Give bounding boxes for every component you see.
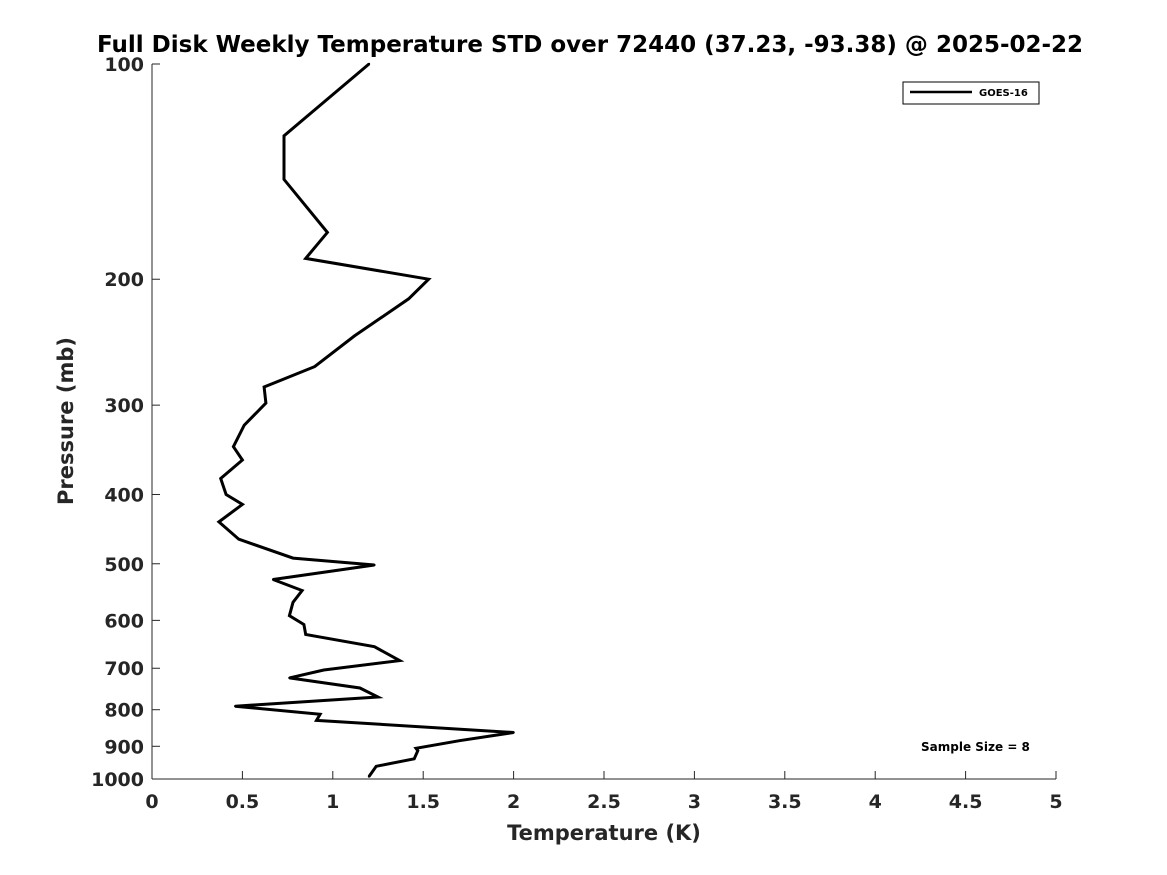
x-tick-label: 4 [869,791,882,813]
data-point [288,614,291,617]
x-tick-label: 3 [688,791,701,813]
data-point [217,520,221,524]
y-tick-label: 700 [104,658,144,680]
data-point [304,257,307,260]
sample-size-annotation: Sample Size = 8 [921,740,1030,754]
x-tick-label: 2 [507,791,520,813]
data-point [413,757,416,760]
data-point [234,705,237,708]
y-ticks: 100 200 300 400 500 600 700 800 900 1000 [91,54,160,791]
data-point [288,676,291,680]
series-layer [216,62,515,778]
x-tick-label: 3.5 [768,791,802,813]
data-point [315,719,318,722]
y-axis-label: Pressure (mb) [54,337,78,505]
data-point [398,659,401,662]
data-point [414,747,418,750]
y-tick-label: 200 [104,269,144,291]
x-tick-label: 1 [326,791,339,813]
y-tick-label: 1000 [91,769,144,791]
data-point [264,401,268,405]
data-point [304,633,307,636]
y-tick-label: 900 [104,736,144,758]
chart-title: Full Disk Weekly Temperature STD over 72… [97,32,1083,58]
x-tick-label: 2.5 [587,791,621,813]
data-point [407,297,410,300]
x-tick-label: 0 [145,791,158,813]
data-point [291,601,295,604]
data-point [375,765,378,768]
data-point [326,231,329,234]
data-point [262,385,266,389]
x-ticks: 0 0.5 1 1.5 2 2.5 3 3.5 4 4.5 5 [145,771,1063,813]
data-point [416,749,419,752]
data-point [427,278,430,281]
data-point [282,178,286,181]
data-point [241,458,244,462]
data-point [291,556,295,560]
data-point [373,645,376,648]
data-point [232,445,235,448]
x-tick-label: 5 [1049,791,1062,813]
legend: GOES-16 [902,81,1040,105]
data-point [376,695,380,699]
data-point [512,731,515,734]
data-point [219,477,222,480]
data-point [243,424,246,427]
y-tick-label: 800 [104,700,144,722]
y-tick-label: 100 [104,54,144,76]
data-point [373,563,376,567]
y-tick-label: 300 [104,395,144,417]
data-point [367,775,371,778]
data-point [241,503,244,506]
data-point [300,589,304,592]
data-point [271,578,275,581]
data-point [358,686,362,690]
data-point [353,334,356,338]
data-point [224,493,228,496]
x-axis-label: Temperature (K) [507,821,701,845]
data-point [367,62,371,66]
data-point [458,739,461,742]
x-tick-label: 0.5 [226,791,260,813]
x-tick-label: 1.5 [406,791,440,813]
x-tick-label: 4.5 [949,791,983,813]
y-tick-label: 500 [104,554,144,576]
data-point [322,668,325,672]
data-point [237,538,240,541]
legend-label-goes-16: GOES-16 [979,88,1028,99]
data-point [313,365,316,368]
data-point [318,713,322,716]
data-point [282,134,286,137]
y-tick-label: 400 [104,484,144,506]
data-point [302,623,306,626]
y-tick-label: 600 [104,610,144,632]
